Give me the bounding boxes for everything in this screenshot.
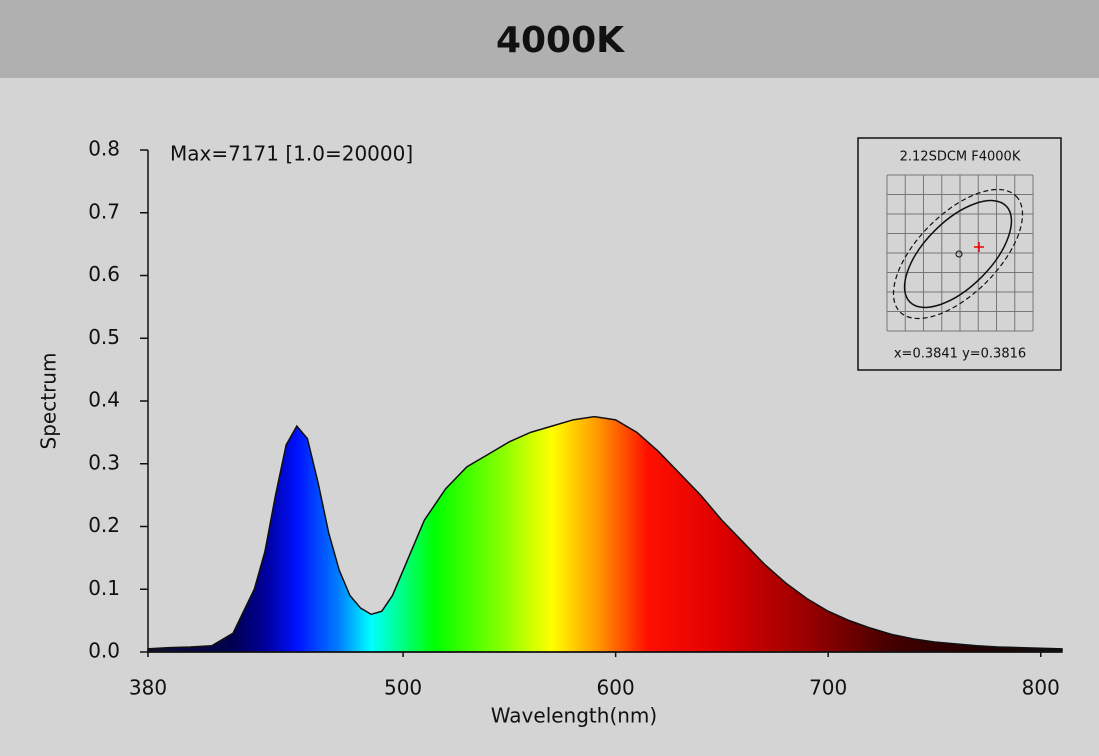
- y-tick-label: 0.2: [88, 513, 120, 537]
- inset-label: x=0.3841 y=0.3816: [894, 347, 1026, 362]
- spectrum-area: [147, 415, 1063, 653]
- y-tick-label: 0.3: [88, 450, 120, 474]
- x-tick-label: 500: [384, 676, 422, 700]
- x-tick-label: 380: [129, 676, 167, 700]
- x-tick-label: 800: [1022, 676, 1060, 700]
- inset: 2.12SDCM F4000K x=0.3841 y=0.3816: [857, 137, 1062, 371]
- plot: 0.0 0.1 0.2 0.3 0.4 0.5 0.6 0.7 0.8 380 500 600 700 8…: [88, 137, 1063, 700]
- y-tick-label: 0.5: [88, 325, 120, 349]
- inset-title: 2.12SDCM F4000K: [900, 150, 1021, 165]
- inset-ellipse-dashed: [892, 188, 1024, 320]
- annotation: Max=7171 [1.0=20000]: [170, 142, 413, 166]
- inset-center: [955, 250, 963, 258]
- x-tick-label: 700: [809, 676, 847, 700]
- y-tick-label: 0.1: [88, 576, 120, 600]
- chart-title: 4000K: [496, 20, 625, 61]
- x-axis-label: Wavelength(nm): [491, 704, 657, 728]
- y-tick-label: 0.4: [88, 388, 120, 412]
- inset-grid: [886, 174, 1034, 332]
- inset-ellipse: [903, 199, 1013, 309]
- x-tick-label: 600: [597, 676, 635, 700]
- inset-point: [974, 242, 984, 252]
- y-tick-label: 0.6: [88, 262, 120, 286]
- y-tick-label: 0.8: [88, 137, 120, 161]
- y-tick-label: 0.0: [88, 639, 120, 663]
- y-tick-label: 0.7: [88, 199, 120, 223]
- y-axis-label: Spectrum: [37, 353, 61, 450]
- title-bar: [0, 0, 1099, 78]
